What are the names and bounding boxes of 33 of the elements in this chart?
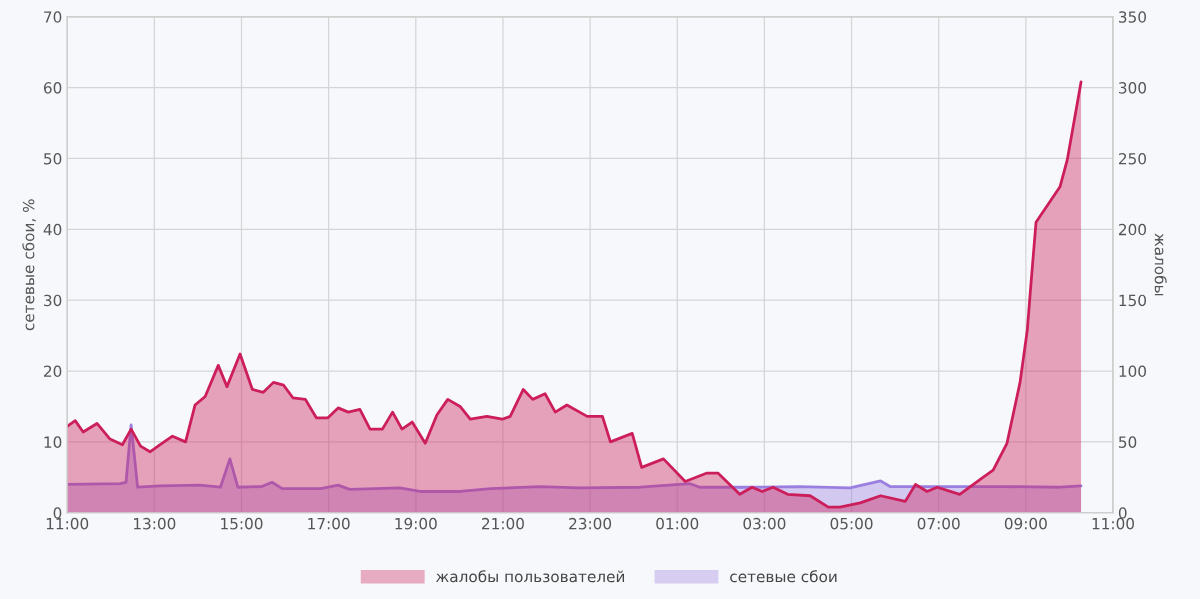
x-tick-label: 15:00 [221, 517, 263, 530]
y-tick-label: 40 [43, 223, 62, 236]
x-tick-label: 23:00 [569, 517, 612, 530]
y-tick-label: 0 [53, 507, 62, 519]
y2-tick-label: 100 [1119, 365, 1147, 378]
y-tick-label: 60 [43, 82, 62, 94]
y2-tick-label: 250 [1118, 152, 1147, 165]
x-tick-label: 17:00 [308, 517, 350, 530]
y-tick-label: 20 [44, 365, 62, 378]
x-tick-label: 21:00 [482, 517, 524, 530]
x-tick-label: 05:00 [830, 517, 873, 530]
y2-tick-label: 300 [1119, 82, 1147, 94]
y-axis-title: сетевые сбои, % [22, 199, 36, 331]
legend-label: сетевые сбои [730, 570, 837, 583]
y2-tick-label: 50 [1119, 436, 1137, 448]
y2-tick-label: 350 [1119, 11, 1147, 23]
y-tick-label: 10 [44, 436, 62, 448]
legend-label: жалобы пользователей [436, 570, 625, 583]
y-tick-label: 30 [44, 294, 62, 307]
y2-tick-label: 150 [1119, 294, 1147, 307]
x-tick-label: 09:00 [1004, 517, 1047, 530]
y2-tick-label: 200 [1118, 223, 1147, 236]
y-tick-label: 70 [44, 11, 62, 23]
x-tick-label: 01:00 [656, 517, 699, 530]
y2-axis-title: жалобы [1154, 233, 1167, 296]
x-tick-label: 19:00 [395, 517, 437, 530]
x-tick-label: 11:00 [1092, 517, 1134, 530]
x-tick-label: 03:00 [743, 517, 786, 530]
x-tick-label: 11:00 [46, 517, 89, 530]
y2-tick-label: 0 [1118, 507, 1127, 519]
x-tick-label: 13:00 [134, 517, 176, 530]
y-tick-label: 50 [44, 152, 62, 165]
x-tick-label: 07:00 [917, 517, 960, 530]
